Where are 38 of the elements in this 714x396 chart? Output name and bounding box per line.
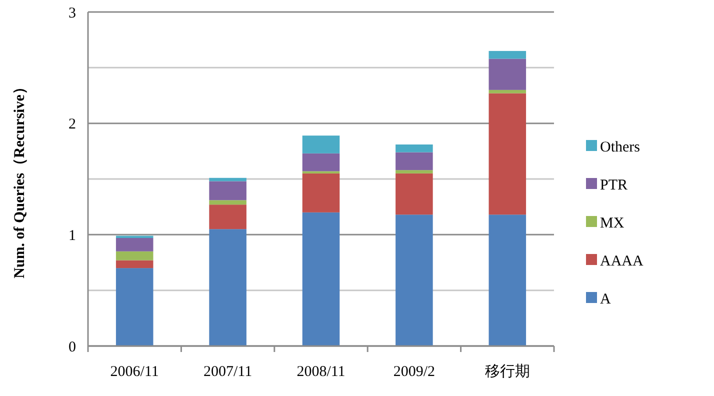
bar — [488, 90, 526, 94]
y-tick-label: 2 — [68, 116, 76, 133]
bar — [209, 178, 246, 182]
legend-label: AAAA — [600, 253, 644, 270]
x-tick-label: 移行期 — [484, 363, 530, 380]
bar — [302, 173, 340, 212]
bar — [396, 144, 433, 152]
bar — [116, 260, 154, 268]
bar — [116, 268, 154, 346]
x-tick-label: 2007/11 — [203, 364, 252, 380]
bar — [209, 229, 246, 346]
bar — [396, 214, 433, 346]
bar — [302, 153, 340, 172]
y-tick-label: 0 — [68, 339, 76, 356]
bar — [302, 212, 340, 346]
bar — [396, 173, 433, 215]
bar — [209, 200, 246, 205]
legend-label: MX — [600, 215, 624, 232]
bar — [488, 58, 526, 90]
bar — [488, 50, 526, 59]
bar — [209, 181, 246, 200]
bar — [116, 238, 154, 252]
y-axis-title: Num. of Queries（Recursive） — [12, 80, 28, 278]
x-tick-label: 2008/11 — [296, 364, 346, 380]
bar — [396, 152, 433, 170]
bar — [488, 214, 526, 346]
bar — [488, 93, 526, 215]
bar — [209, 204, 246, 230]
x-tick-label: 2009/2 — [393, 364, 436, 380]
bar — [302, 136, 340, 154]
x-tick-label: 2006/11 — [110, 364, 159, 380]
y-tick-label: 1 — [68, 228, 76, 244]
bar — [116, 251, 154, 260]
legend-label: PTR — [600, 177, 628, 194]
legend-label: A — [600, 291, 611, 308]
y-tick-label: 3 — [68, 5, 76, 22]
bar — [396, 170, 433, 174]
legend-label: Others — [600, 139, 640, 156]
